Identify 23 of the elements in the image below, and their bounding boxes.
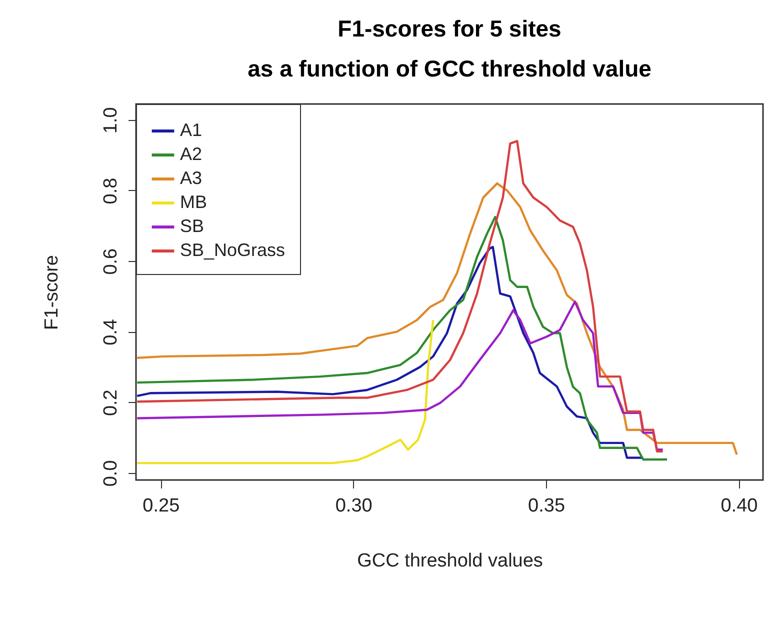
legend-label: MB — [180, 192, 207, 212]
x-tick-label: 0.40 — [720, 496, 758, 516]
y-tick-label: 0.4 — [100, 318, 122, 346]
x-tick-label: 0.25 — [142, 496, 180, 516]
x-axis-title: GCC threshold values — [357, 550, 543, 572]
line-series — [136, 300, 664, 451]
legend-label: SB — [180, 216, 204, 236]
x-tick-label: 0.30 — [335, 496, 372, 516]
legend-label: A1 — [180, 120, 202, 140]
x-tick-label: 0.35 — [528, 496, 566, 516]
line-series — [136, 140, 664, 453]
y-tick-label: 1.0 — [100, 107, 122, 134]
y-tick-label: 0.0 — [100, 460, 122, 487]
y-tick-label: 0.8 — [100, 178, 122, 204]
chart-title: F1-scores for 5 sites as a function of GCC threshold value — [248, 16, 652, 82]
y-tick-label: 0.2 — [100, 390, 122, 416]
legend-label: SB_NoGrass — [180, 240, 286, 260]
y-tick-label: 0.6 — [100, 248, 122, 275]
legend-label: A3 — [180, 168, 202, 188]
line-series — [136, 216, 668, 461]
legend-label: A2 — [180, 144, 202, 164]
line-series — [136, 318, 434, 464]
y-axis-title: F1-score — [42, 255, 62, 330]
